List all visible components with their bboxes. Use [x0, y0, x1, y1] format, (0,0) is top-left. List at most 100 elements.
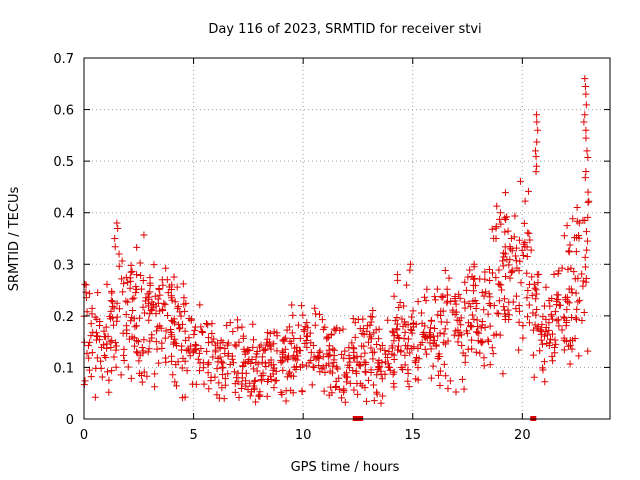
- data-point: [573, 305, 581, 313]
- data-point: [473, 328, 481, 336]
- data-point: [199, 364, 207, 372]
- data-point: [436, 381, 444, 389]
- data-point: [481, 268, 489, 276]
- data-point: [97, 364, 105, 372]
- data-point: [468, 336, 476, 344]
- data-point: [527, 246, 535, 254]
- data-point: [453, 308, 461, 316]
- data-point: [466, 266, 474, 274]
- data-point: [546, 335, 554, 343]
- data-point: [288, 329, 296, 337]
- data-point: [307, 348, 315, 356]
- data-point: [564, 265, 572, 273]
- data-point: [224, 370, 232, 378]
- data-point: [413, 354, 421, 362]
- data-point: [319, 353, 327, 361]
- data-point: [409, 307, 417, 315]
- data-point: [437, 293, 445, 301]
- data-point: [119, 288, 127, 296]
- data-point: [87, 320, 95, 328]
- data-point: [280, 335, 288, 343]
- data-point: [518, 246, 526, 254]
- data-point: [155, 359, 163, 367]
- y-tick-label: 0.7: [53, 52, 74, 67]
- data-point: [405, 383, 413, 391]
- data-point: [248, 388, 256, 396]
- data-point: [434, 355, 442, 363]
- data-point: [113, 317, 121, 325]
- data-point: [516, 257, 524, 265]
- data-point: [93, 332, 101, 340]
- data-point: [174, 358, 182, 366]
- data-point: [107, 297, 115, 305]
- data-point: [486, 293, 494, 301]
- data-point: [528, 291, 536, 299]
- data-point: [533, 162, 541, 170]
- data-point: [524, 187, 532, 195]
- y-tick-label: 0.3: [53, 258, 74, 273]
- data-point: [488, 344, 496, 352]
- data-point: [130, 294, 138, 302]
- data-point: [551, 349, 559, 357]
- data-point: [423, 285, 431, 293]
- data-point: [361, 349, 369, 357]
- data-point: [427, 324, 435, 332]
- data-point: [473, 299, 481, 307]
- data-point: [355, 361, 363, 369]
- data-point: [358, 329, 366, 337]
- data-point: [215, 379, 223, 387]
- data-point: [91, 393, 99, 401]
- data-point: [458, 375, 466, 383]
- data-point: [505, 298, 513, 306]
- data-point: [145, 345, 153, 353]
- data-point: [393, 331, 401, 339]
- data-point: [366, 321, 374, 329]
- data-point: [294, 352, 302, 360]
- data-point: [540, 358, 548, 366]
- data-point: [181, 307, 189, 315]
- data-point: [397, 363, 405, 371]
- data-point: [88, 310, 96, 318]
- data-point: [234, 378, 242, 386]
- data-point: [554, 316, 562, 324]
- data-point: [120, 280, 128, 288]
- data-point: [373, 390, 381, 398]
- data-point: [583, 147, 591, 155]
- data-point: [177, 312, 185, 320]
- data-point: [169, 371, 177, 379]
- data-point: [566, 241, 574, 249]
- data-point: [501, 243, 509, 251]
- data-point: [309, 342, 317, 350]
- data-point: [428, 317, 436, 325]
- data-point: [506, 274, 514, 282]
- data-point: [235, 393, 243, 401]
- data-point: [340, 354, 348, 362]
- data-point: [486, 276, 494, 284]
- data-point: [128, 267, 136, 275]
- data-point: [533, 290, 541, 298]
- data-point: [110, 304, 118, 312]
- data-point: [315, 349, 323, 357]
- data-point: [362, 359, 370, 367]
- data-point: [285, 323, 293, 331]
- y-tick-label: 0.1: [53, 361, 74, 376]
- data-point: [341, 371, 349, 379]
- data-point: [582, 134, 590, 142]
- data-point: [434, 371, 442, 379]
- data-point: [210, 335, 218, 343]
- data-point: [572, 248, 580, 256]
- data-point: [584, 213, 592, 221]
- data-point: [393, 320, 401, 328]
- data-point: [468, 323, 476, 331]
- data-point: [194, 355, 202, 363]
- data-point: [345, 352, 353, 360]
- data-point: [566, 337, 574, 345]
- data-point: [449, 306, 457, 314]
- data-point: [515, 346, 523, 354]
- data-point: [254, 360, 262, 368]
- data-point: [579, 216, 587, 224]
- data-point: [106, 313, 114, 321]
- data-point: [519, 322, 527, 330]
- data-point: [531, 147, 539, 155]
- data-point: [553, 317, 561, 325]
